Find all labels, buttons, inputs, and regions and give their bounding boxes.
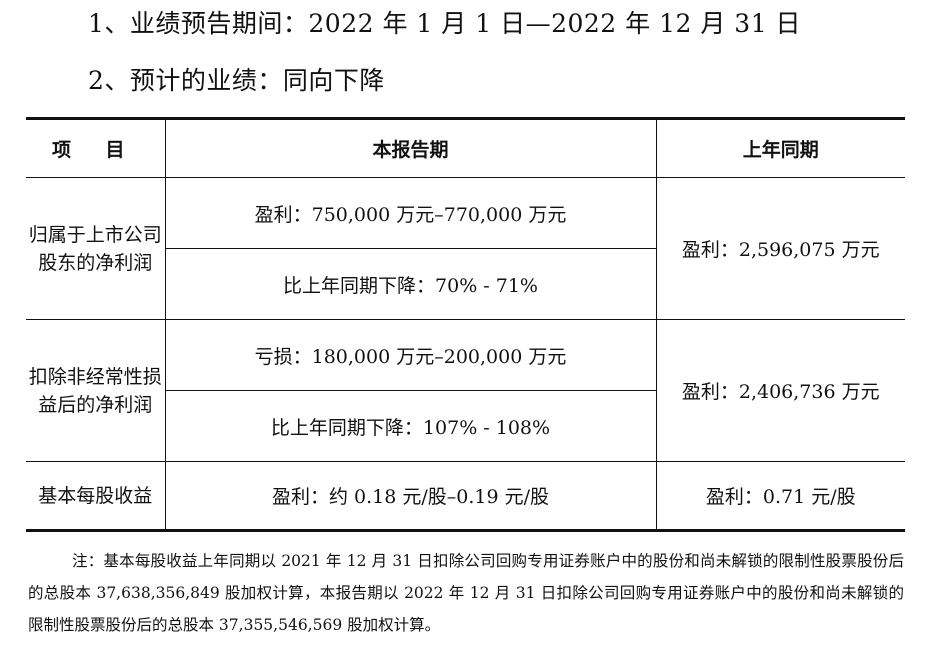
net-profit-current-value: 盈利：750,000 万元–770,000 万元 [164, 177, 657, 249]
forecast-type-line: 2、预计的业绩：同向下降 [88, 66, 385, 95]
table-row: 比上年同期下降：70% - 71% [26, 248, 905, 320]
table-header-row: 项 目 本报告期 上年同期 [26, 118, 905, 178]
net-profit-prior-value: 盈利：2,596,075 万元 [655, 177, 905, 320]
net-profit-change: 比上年同期下降：70% - 71% [165, 248, 656, 320]
row-label-eps: 基本每股收益 [26, 461, 166, 531]
header-item: 项 目 [26, 118, 166, 178]
table-row: 基本每股收益 盈利：约 0.18 元/股–0.19 元/股 盈利：0.71 元/… [26, 461, 905, 531]
footnote: 注：基本每股收益上年同期以 2021 年 12 月 31 日扣除公司回购专用证券… [28, 552, 904, 634]
table-row: 扣除非经常性损益后的净利润 亏损：180,000 万元–200,000 万元 盈… [26, 319, 905, 462]
row-label-adjusted-net-profit: 扣除非经常性损益后的净利润 [26, 319, 166, 462]
adjusted-net-profit-prior-value: 盈利：2,406,736 万元 [655, 319, 905, 462]
forecast-period-line: 1、业绩预告期间：2022 年 1 月 1 日—2022 年 12 月 31 日 [88, 9, 802, 38]
table-row: 归属于上市公司股东的净利润 盈利：750,000 万元–770,000 万元 盈… [26, 177, 905, 320]
earnings-forecast-table: 项 目 本报告期 上年同期 归属于上市公司股东的净利润 盈利：750,000 万… [26, 117, 905, 532]
row-label-net-profit: 归属于上市公司股东的净利润 [26, 177, 166, 320]
header-current-period: 本报告期 [164, 118, 657, 178]
eps-current-value: 盈利：约 0.18 元/股–0.19 元/股 [164, 461, 657, 531]
adjusted-net-profit-current-value: 亏损：180,000 万元–200,000 万元 [164, 319, 657, 391]
adjusted-net-profit-change: 比上年同期下降：107% - 108% [165, 390, 656, 462]
header-prior-period: 上年同期 [655, 118, 905, 178]
table-row: 比上年同期下降：107% - 108% [26, 390, 905, 462]
eps-prior-value: 盈利：0.71 元/股 [655, 461, 905, 531]
